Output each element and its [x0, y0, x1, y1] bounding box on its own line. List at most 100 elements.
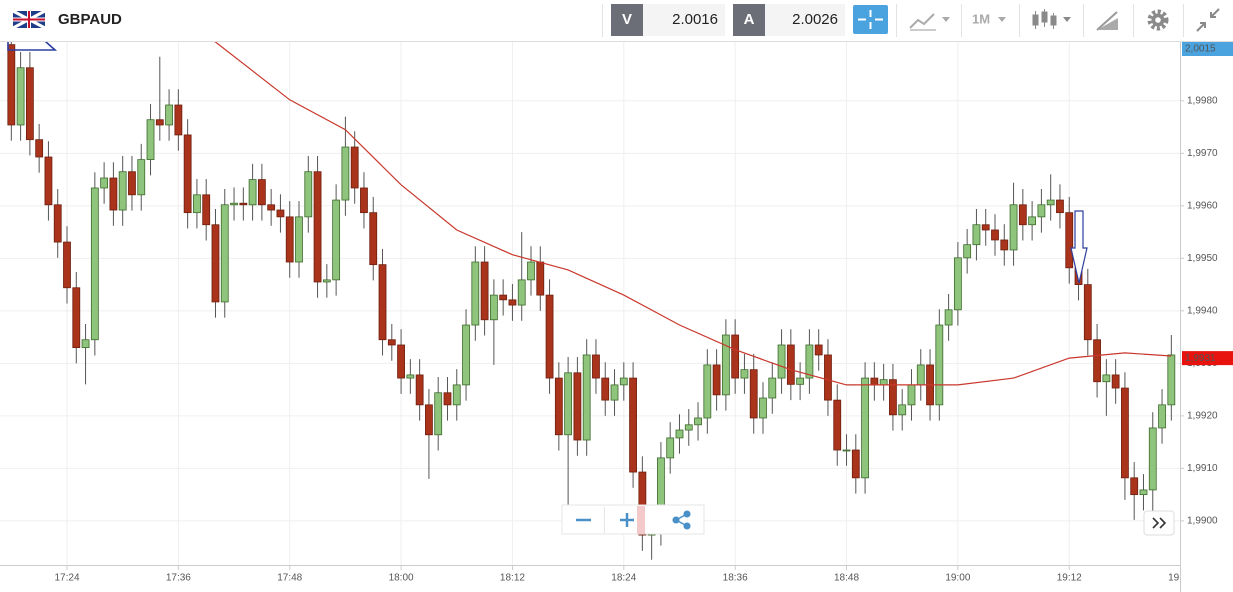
candle-body: [1111, 374, 1120, 389]
collapse-button[interactable]: [1196, 8, 1220, 32]
ask-label: A: [744, 11, 755, 28]
scroll-to-end-button[interactable]: [1143, 510, 1175, 536]
candle-body: [712, 364, 721, 396]
candle-body: [666, 437, 675, 459]
y-tick-label: 1,9950: [1187, 253, 1218, 264]
candle-body: [991, 229, 999, 241]
candle-body: [257, 179, 266, 206]
candle-body: [517, 279, 526, 306]
x-tick-label: 19:12: [1057, 573, 1082, 584]
candle-body: [452, 384, 461, 406]
candle-body: [675, 429, 684, 439]
candle-body: [554, 377, 563, 436]
candle-body: [397, 344, 405, 379]
candle-body: [471, 261, 480, 326]
candle-body: [313, 171, 322, 283]
candle-body: [824, 354, 832, 401]
candle-body: [1093, 339, 1101, 383]
candle-body: [183, 134, 192, 214]
candle-body: [638, 471, 647, 536]
moving-average: [214, 42, 1172, 386]
candle-body: [777, 344, 786, 379]
candle-body: [1130, 477, 1139, 496]
candle-body: [276, 209, 285, 218]
crosshair-icon: [858, 10, 883, 29]
timeframe-caret: [998, 17, 1006, 22]
settings-button[interactable]: [1147, 9, 1169, 31]
candle-body: [963, 244, 972, 259]
candle-body: [100, 177, 109, 189]
candle-body: [369, 212, 378, 266]
candle-body: [805, 344, 814, 379]
candle-body: [360, 187, 368, 214]
candle-body: [1065, 212, 1074, 269]
candle-body: [721, 334, 730, 396]
candle-body: [118, 171, 127, 211]
candle-body: [1148, 427, 1157, 491]
y-tick-label: 1,9920: [1187, 411, 1218, 422]
candle-body: [796, 377, 805, 385]
candle-body: [610, 384, 619, 401]
candle-body: [165, 104, 173, 126]
candle-body: [128, 171, 136, 196]
candle-body: [174, 104, 183, 136]
ask-box[interactable]: [765, 4, 845, 36]
candle-body: [1046, 199, 1055, 206]
timeframe[interactable]: 1M: [972, 11, 990, 26]
candle-body: [749, 369, 758, 419]
candle-body: [1037, 204, 1046, 218]
candle-body: [1000, 239, 1009, 251]
flag: [12, 9, 46, 30]
x-tick-label: 19:00: [945, 573, 970, 584]
x-tick-label: 17:24: [54, 573, 79, 584]
candle-type-button[interactable]: [1032, 9, 1071, 29]
zoom-in[interactable]: [620, 513, 634, 527]
candle-body: [619, 377, 628, 386]
y-tick-label: 1,9900: [1187, 516, 1218, 527]
x-tick-label: 17:48: [277, 573, 302, 584]
candle-body: [842, 449, 851, 452]
x-tick-label: 18:24: [611, 573, 636, 584]
candle-body: [155, 119, 164, 126]
candle-body: [629, 377, 637, 473]
candle-body: [90, 187, 99, 341]
y-axis-panel: [1180, 42, 1233, 592]
y-tick-label: 1,9940: [1187, 305, 1218, 316]
candle-body: [582, 354, 591, 441]
candle-body: [1139, 489, 1148, 496]
candle-body: [304, 171, 313, 218]
x-tick-label: 18:00: [389, 573, 414, 584]
price-tag: [1182, 351, 1233, 366]
bid-label: V: [622, 11, 632, 28]
share[interactable]: [672, 510, 691, 530]
crosshair-button[interactable]: [853, 5, 888, 34]
candle-body: [211, 224, 220, 303]
candle-body: [759, 397, 767, 419]
candle-body: [944, 309, 953, 326]
candle-body: [814, 344, 823, 356]
price-tag-label: 2,0015: [1185, 44, 1216, 55]
ask-price: 2.0026: [792, 11, 838, 28]
candle-body: [953, 257, 962, 311]
candle-body: [248, 179, 257, 206]
chart-type-button[interactable]: [909, 13, 950, 31]
candle-body: [1056, 199, 1064, 214]
candle-body: [1009, 204, 1018, 251]
candle-body: [870, 377, 879, 386]
candle-body: [462, 324, 470, 386]
candle-body: [480, 261, 489, 321]
candle-body: [332, 199, 341, 281]
price-tag-label: 1,9931: [1185, 353, 1216, 364]
candle-body: [1121, 387, 1129, 479]
x-tick-label: 18:36: [723, 573, 748, 584]
draw-button[interactable]: [1096, 11, 1118, 31]
candle-body: [545, 294, 554, 379]
y-axis: 1,99001,99101,99201,99301,99401,99501,99…: [1180, 42, 1233, 527]
bid-box[interactable]: [643, 4, 725, 36]
y-tick-label: 1,9960: [1187, 200, 1218, 211]
candle-body: [786, 344, 795, 385]
candle-body: [564, 372, 573, 436]
candle-body: [731, 334, 740, 379]
candle-body: [684, 424, 693, 431]
